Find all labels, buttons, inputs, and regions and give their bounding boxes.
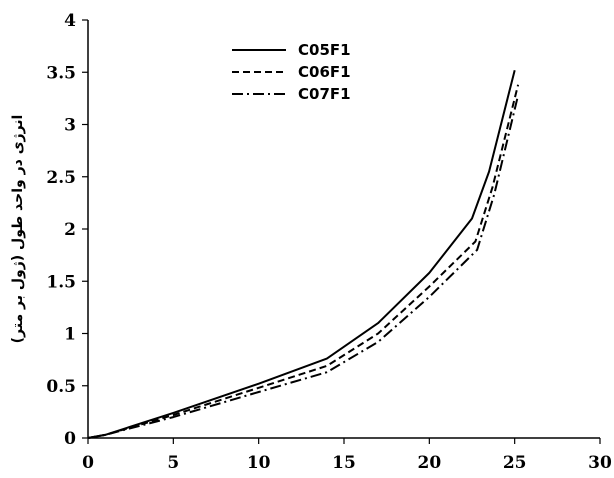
- legend-label-c05f1: C05F1: [298, 41, 351, 59]
- y-tick-label: 3.5: [46, 63, 76, 83]
- legend-label-c06f1: C06F1: [298, 63, 351, 81]
- x-tick-label: 15: [332, 453, 356, 473]
- axes: [82, 19, 601, 444]
- x-tick-label: 25: [503, 453, 527, 473]
- y-tick-label: 0.5: [46, 377, 76, 397]
- y-tick-label: 1.5: [46, 272, 76, 292]
- y-tick-label: 2.5: [46, 168, 76, 188]
- series-line-c07f1: [87, 94, 520, 439]
- y-tick-label: 2: [64, 220, 76, 240]
- y-tick-label: 0: [64, 429, 76, 449]
- x-tick-label: 10: [247, 453, 271, 473]
- y-tick-label: 1: [64, 325, 76, 345]
- tick-labels: 0 5 10 15 20 25 30 0 0.5 1 1.5 2 2.5 3 3.5 4: [46, 11, 612, 473]
- y-tick-label: 4: [64, 11, 76, 31]
- legend: C05F1 C06F1 C07F1: [232, 41, 351, 103]
- series-lines: [87, 69, 520, 439]
- y-tick-label: 3: [64, 116, 76, 136]
- series-line-c05f1: [87, 69, 516, 439]
- y-axis-label: انرژی در واحد طول (ژول بر متر): [10, 115, 26, 344]
- x-tick-label: 0: [82, 453, 94, 473]
- x-tick-label: 20: [417, 453, 441, 473]
- legend-label-c07f1: C07F1: [298, 85, 351, 103]
- x-tick-label: 30: [588, 453, 612, 473]
- series-line-c06f1: [87, 84, 520, 439]
- x-tick-label: 5: [167, 453, 179, 473]
